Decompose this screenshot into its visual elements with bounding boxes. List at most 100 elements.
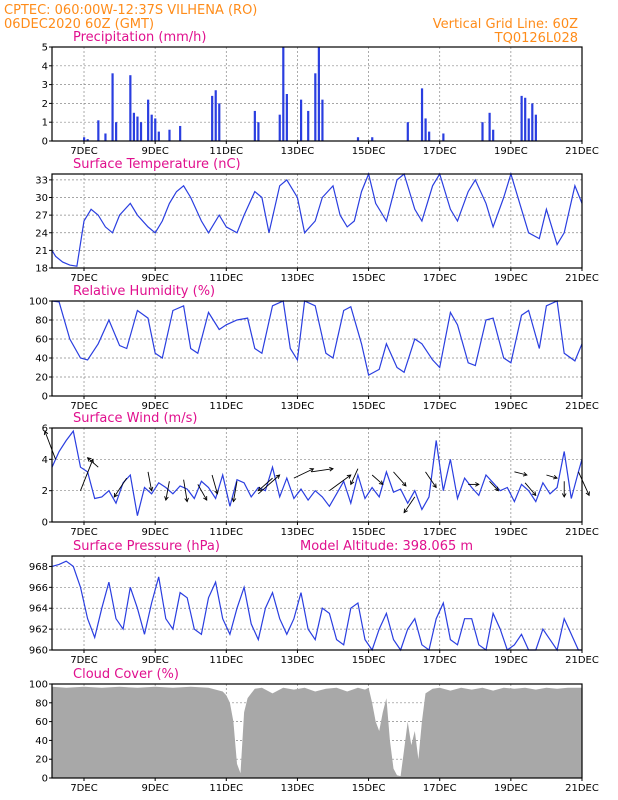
x-tick-label: 21DEC [565,146,599,157]
x-tick-label: 7DEC [70,655,97,666]
pressure-line [51,560,582,652]
precip-bar [147,99,150,141]
precip-bar [139,122,143,141]
x-tick-label: 21DEC [565,783,599,794]
precip-bar [406,122,409,141]
y-tick-label: 5 [42,43,48,54]
precip-bar [307,110,310,141]
panel-pressure: 960 962 964 966 968 7DEC 9DEC 11DEC 13DEC 15DEC 17… [29,539,599,666]
precip-bar [488,112,491,141]
y-tick-label: 3 [42,80,48,91]
panel-frame [51,46,583,142]
precip-bar [371,137,374,141]
wind-arrow [578,471,590,496]
wind-arrow [393,471,407,487]
precip-bar [285,94,288,141]
precip-bar [520,95,523,141]
x-tick-label: 15DEC [352,146,386,157]
y-tick-label: 100 [29,680,48,691]
precip-bar [150,114,153,141]
x-tick-label: 11DEC [209,655,243,666]
panels: 0 1 2 3 4 5 7DEC 9DEC 11DEC 13DEC 15DEC 17DEC 19DEC 2… [29,30,599,794]
x-tick-label: 11DEC [209,401,243,412]
wind-arrow-head [494,486,500,492]
precip-bar [356,137,360,141]
x-tick-label: 15DEC [352,655,386,666]
y-tick-label: 4 [42,61,48,72]
y-tick-label: 4 [42,455,48,466]
wind-arrow [524,482,537,496]
y-tick-label: 27 [35,211,48,222]
x-tick-label: 9DEC [141,401,168,412]
wind-arrow-head [403,508,408,514]
wind-arrow [211,474,218,494]
y-tick-label: 1 [42,118,48,129]
y-tick-label: 80 [35,698,48,709]
wind-arrow-head [522,471,528,477]
wind-arrow [489,480,499,491]
precip-bar [111,73,114,141]
precip-bar [129,75,132,141]
x-tick-label: 17DEC [423,146,457,157]
precip-bar [104,133,107,141]
wind-arrow [329,474,352,492]
panel-frame [51,173,583,269]
x-tick-label: 21DEC [565,273,599,284]
precip-bar [218,103,221,141]
wind-arrow-head [561,493,567,498]
precip-bar [524,97,527,141]
wind-arrow-head [148,486,154,492]
x-tick-label: 19DEC [494,401,528,412]
precip-bar [299,99,303,141]
y-tick-label: 24 [35,228,48,239]
precip-bar [83,137,86,141]
y-tick-label: 33 [35,175,48,186]
wind-arrow [546,474,558,479]
y-tick-label: 960 [29,646,48,657]
precip-bar [257,122,260,141]
wind-arrow [311,468,334,473]
panel-cloud: 0 20 40 60 80 100 7DEC 9DEC 11DEC 13DEC 15DEC 17DEC… [29,667,599,794]
x-tick-label: 7DEC [70,146,97,157]
x-tick-label: 17DEC [423,527,457,538]
y-tick-label: 40 [35,354,48,365]
x-tick-label: 13DEC [281,527,315,538]
x-tick-label: 15DEC [352,527,386,538]
wind-arrow [293,468,314,479]
precip-bar [424,118,427,141]
wind-arrow-head [43,430,49,436]
y-tick-label: 0 [42,392,48,403]
precip-bar [317,47,320,141]
x-tick-label: 11DEC [209,527,243,538]
panel-temp: 18 21 24 27 30 33 7DEC 9DEC 11DEC 13DEC 15DEC 17DEC… [35,157,599,284]
panel-title-cloud: Cloud Cover (%) [73,667,179,682]
y-tick-label: 18 [35,264,48,275]
precip-bar [97,120,100,141]
x-tick-label: 7DEC [70,273,97,284]
x-tick-label: 21DEC [565,527,599,538]
wind-arrow-head [214,489,219,495]
x-tick-label: 21DEC [565,655,599,666]
wind-arrow-head [402,481,407,487]
x-tick-label: 17DEC [423,655,457,666]
header-model: TQ0126L028 [494,31,578,46]
panel-frame [51,683,583,779]
header-grid-line: Vertical Grid Line: 60Z [433,17,578,32]
precip-bar [168,129,171,141]
wind-arrow [232,481,238,502]
precip-bar [282,47,285,141]
x-tick-label: 17DEC [423,401,457,412]
panel-frame [51,300,583,397]
y-tick-label: 20 [35,755,48,766]
precip-bar [115,122,118,141]
wind-arrow-head [184,497,189,503]
x-tick-label: 21DEC [565,401,599,412]
x-tick-label: 11DEC [209,146,243,157]
precip-bar [179,125,182,141]
precip-bar [442,133,445,141]
y-tick-label: 964 [29,604,48,615]
x-tick-label: 17DEC [423,273,457,284]
precip-bar [534,114,537,141]
wind-arrow [403,496,416,513]
